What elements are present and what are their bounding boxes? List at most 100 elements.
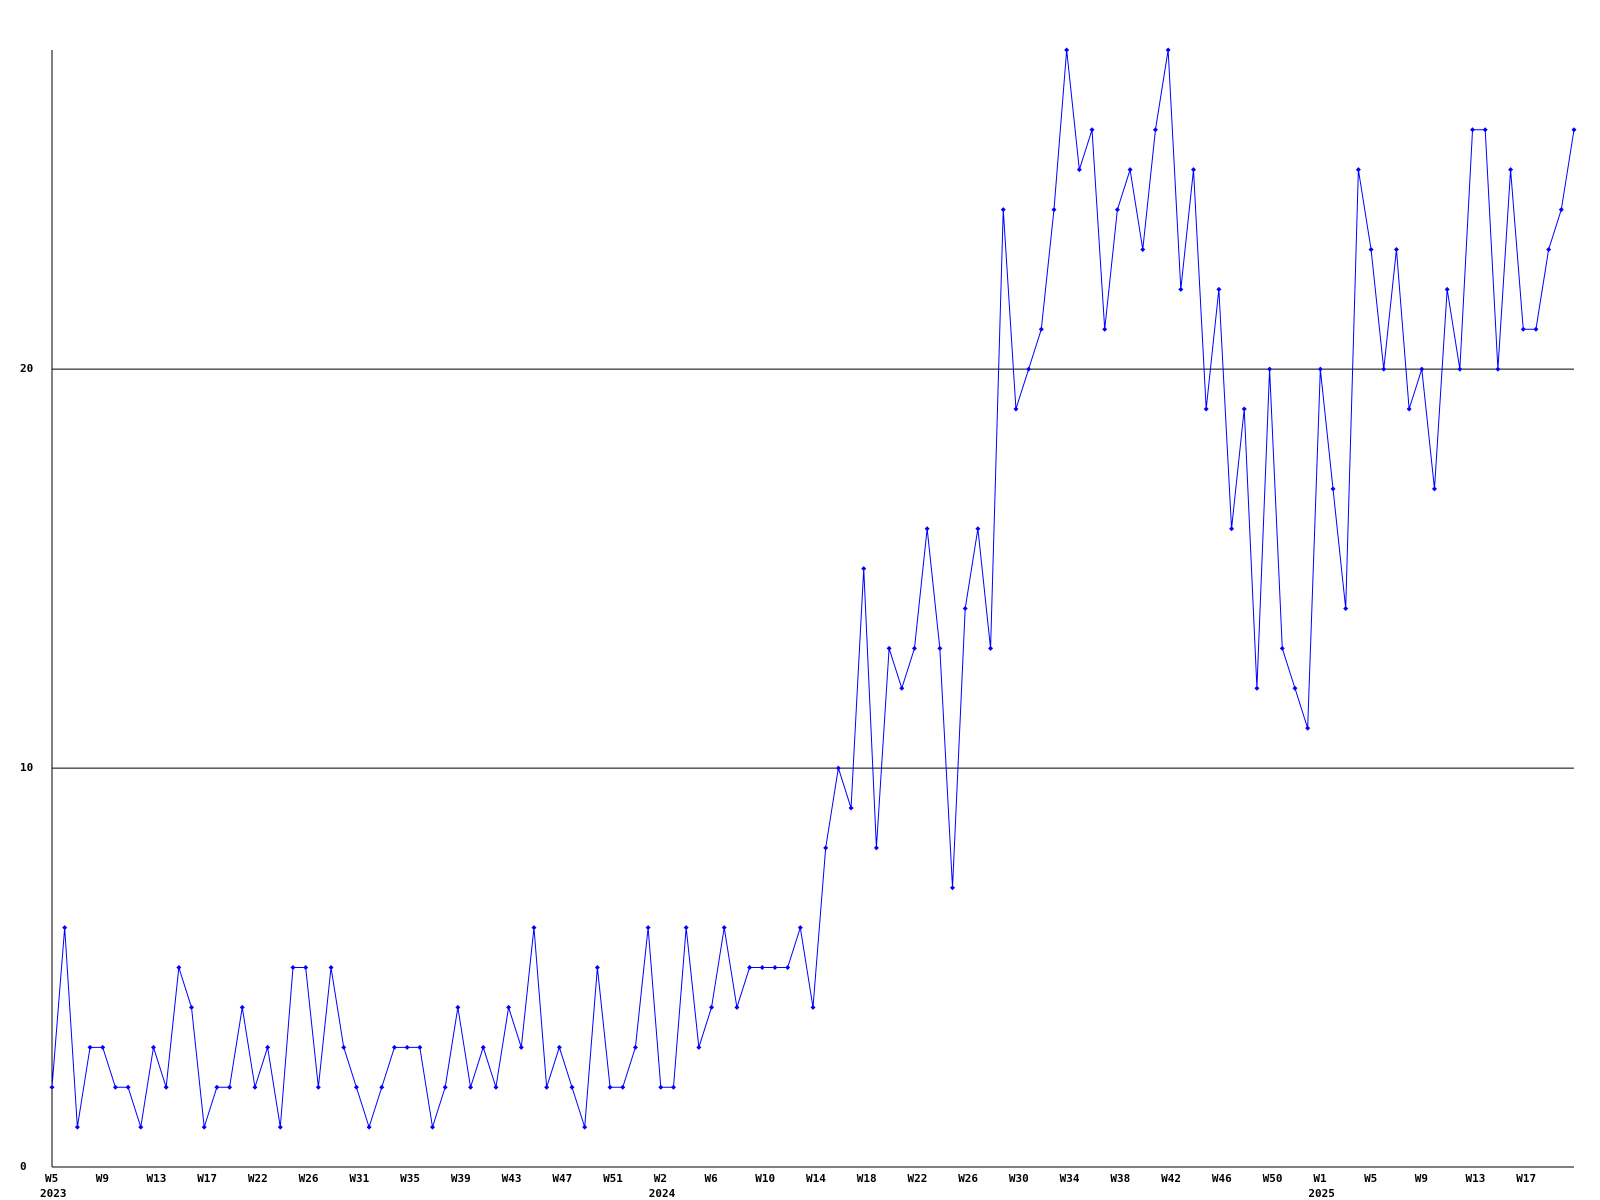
point [950,885,956,891]
point [87,1044,93,1050]
point [582,1124,588,1130]
point [785,965,791,971]
point [1444,286,1450,292]
point [49,1084,55,1090]
point [632,1044,638,1050]
point [1368,246,1374,252]
point [823,845,829,851]
point [734,1004,740,1010]
point [658,1084,664,1090]
point [227,1084,233,1090]
point [1406,406,1412,412]
point [455,1004,461,1010]
point [1089,127,1095,133]
point [911,645,917,651]
point [1546,246,1552,252]
x-tick-label: W38 [1110,1172,1130,1185]
point [1571,127,1577,133]
point [290,965,296,971]
x-tick-label: W26 [299,1172,319,1185]
x-tick-label: W42 [1161,1172,1181,1185]
point [1343,606,1349,611]
point [1305,725,1311,731]
x-tick-label: W39 [451,1172,471,1185]
point [1431,486,1437,492]
point [1558,207,1564,213]
point [112,1084,118,1090]
point [506,1004,512,1010]
point [1178,286,1184,292]
point [747,965,753,971]
point [518,1044,524,1050]
point [493,1084,499,1090]
point [531,925,537,931]
point [1203,406,1209,412]
point [1267,366,1273,372]
point [277,1124,283,1130]
point [861,566,867,572]
x-tick-label: W43 [502,1172,522,1185]
point [848,805,854,811]
point [214,1084,220,1090]
point [1216,286,1222,292]
x-tick-label: W30 [1009,1172,1029,1185]
x-tick-label: W13 [146,1172,166,1185]
point [797,925,803,931]
point [189,1004,195,1010]
y-tick-label: 0 [20,1160,27,1173]
point [873,845,879,851]
x-year-label: 2024 [649,1187,676,1200]
point [1076,167,1082,173]
point [100,1044,106,1050]
point [1495,366,1501,372]
point [353,1084,359,1090]
point [1140,246,1146,252]
x-tick-label: W34 [1060,1172,1080,1185]
point [430,1124,435,1130]
point [886,645,892,651]
point [924,526,930,532]
point [379,1084,385,1090]
x-year-label: 2023 [40,1187,67,1200]
point [899,685,905,691]
point [1064,47,1070,53]
point [315,1084,321,1090]
point [163,1084,169,1090]
x-tick-label: W31 [349,1172,369,1185]
point [468,1084,474,1090]
point [417,1044,423,1050]
point [62,925,68,931]
point [1000,207,1006,213]
point [1013,406,1019,412]
point [759,965,765,971]
point [265,1044,271,1050]
y-tick-label: 20 [20,362,33,375]
x-tick-label: W9 [96,1172,109,1185]
point [620,1084,626,1090]
point [125,1084,131,1090]
point [1317,366,1323,372]
x-tick-label: W2 [654,1172,667,1185]
point [74,1124,80,1130]
point [1114,207,1120,213]
point [1279,645,1285,651]
x-tick-label: W10 [755,1172,775,1185]
point [239,1004,245,1010]
point [150,1044,156,1050]
point [1330,486,1336,492]
x-tick-label: W50 [1263,1172,1283,1185]
point [1393,246,1399,252]
point [201,1124,207,1130]
point [1241,406,1247,412]
x-tick-label: W26 [958,1172,978,1185]
point [1051,207,1057,213]
x-tick-label: W6 [705,1172,719,1185]
point [138,1124,144,1130]
point [1381,366,1387,372]
point [1482,127,1488,133]
point [1457,366,1463,372]
x-tick-label: W5 [1364,1172,1377,1185]
point [1127,167,1133,173]
